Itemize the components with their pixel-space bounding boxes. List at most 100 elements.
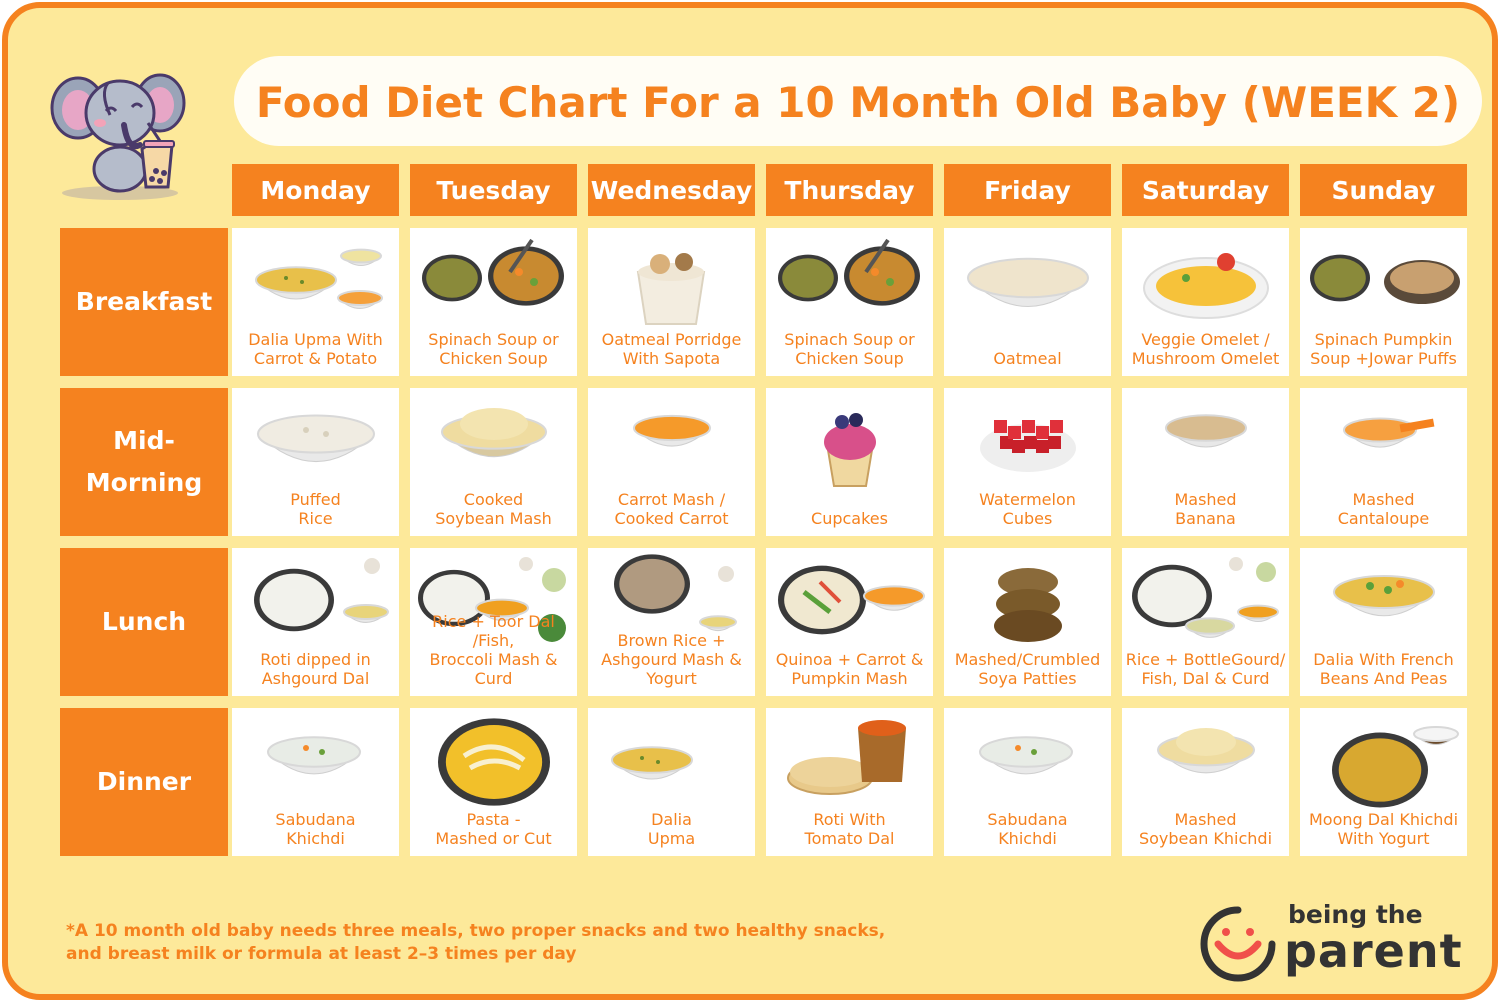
- dalia-beans-icon: [1332, 575, 1436, 617]
- meal-label: Lunch: [101, 607, 187, 636]
- day-header-saturday: Saturday: [1122, 164, 1289, 216]
- logo-line-2: parent: [1284, 924, 1463, 978]
- puffed-rice-icon: [256, 414, 376, 462]
- food-label: Veggie Omelet / Mushroom Omelet: [1131, 330, 1280, 368]
- soya-patties-icon: [994, 568, 1062, 642]
- title-banner: Food Diet Chart For a 10 Month Old Baby …: [234, 56, 1482, 146]
- meal-cell: Dalia With French Beans And Peas: [1300, 548, 1467, 696]
- meal-header: Lunch: [60, 548, 228, 696]
- meal-cell: Watermelon Cubes: [944, 388, 1111, 536]
- quinoa-icon: [778, 565, 926, 635]
- rice-dal-icon: [254, 558, 390, 632]
- food-label: Rice + Toor Dal /Fish, Broccoli Mash & C…: [429, 612, 558, 688]
- day-header-sunday: Sunday: [1300, 164, 1467, 216]
- food-label: Dalia With French Beans And Peas: [1313, 650, 1454, 688]
- food-label: Roti dipped in Ashgourd Dal: [260, 650, 371, 688]
- food-label: Dalia Upma: [647, 810, 696, 848]
- day-header-wednesday: Wednesday: [588, 164, 755, 216]
- roti-dal-icon: [787, 720, 906, 795]
- sabudana-icon: [266, 736, 362, 775]
- food-label: Mashed Banana: [1174, 490, 1237, 528]
- soup-puffs-icon: [1310, 254, 1460, 304]
- meal-label: Dinner: [96, 767, 192, 796]
- meal-cell: Cooked Soybean Mash: [410, 388, 577, 536]
- oatmeal-bowl-icon: [966, 257, 1090, 307]
- soup-bowls-icon: [422, 238, 564, 306]
- banana-mash-icon: [1164, 414, 1248, 448]
- meal-cell: Veggie Omelet / Mushroom Omelet: [1122, 228, 1289, 376]
- meal-cell: Spinach Pumpkin Soup +Jowar Puffs: [1300, 228, 1467, 376]
- day-header-friday: Friday: [944, 164, 1111, 216]
- sabudana-icon: [978, 736, 1074, 775]
- meal-cell: Dalia Upma With Carrot & Potato: [232, 228, 399, 376]
- meal-header: Breakfast: [60, 228, 228, 376]
- meal-cell: Sabudana Khichdi: [232, 708, 399, 856]
- food-label: Brown Rice + Ashgourd Mash & Yogurt: [601, 631, 742, 688]
- meal-cell: Spinach Soup or Chicken Soup: [410, 228, 577, 376]
- porridge-cup-icon: [636, 253, 706, 325]
- food-label: Spinach Soup or Chicken Soup: [784, 330, 915, 368]
- meal-cell: Mashed Banana: [1122, 388, 1289, 536]
- meal-label: Breakfast: [75, 287, 213, 316]
- brand-logo: being the parent: [1198, 900, 1488, 992]
- meal-cell: Cupcakes: [766, 388, 933, 536]
- day-header-tuesday: Tuesday: [410, 164, 577, 216]
- meal-cell: Moong Dal Khichdi With Yogurt: [1300, 708, 1467, 856]
- logo-line-1: being the: [1288, 900, 1423, 929]
- watermelon-icon: [980, 420, 1076, 472]
- meal-header: Mid- Morning: [60, 388, 228, 536]
- elephant-mascot-icon: [50, 73, 186, 200]
- cupcake-icon: [824, 413, 876, 487]
- food-label: Mashed Soybean Khichdi: [1138, 810, 1273, 848]
- meal-cell: Oatmeal Porridge With Sapota: [588, 228, 755, 376]
- food-label: Moong Dal Khichdi With Yogurt: [1308, 810, 1459, 848]
- brown-rice-icon: [614, 554, 738, 632]
- meal-cell: Dalia Upma: [588, 708, 755, 856]
- meal-cell: Roti dipped in Ashgourd Dal: [232, 548, 399, 696]
- meal-cell: Sabudana Khichdi: [944, 708, 1111, 856]
- meal-cell: Mashed Soybean Khichdi: [1122, 708, 1289, 856]
- meal-cell: Rice + BottleGourd/ Fish, Dal & Curd: [1122, 548, 1289, 696]
- cantaloupe-mash-icon: [1342, 417, 1435, 448]
- food-label: Oatmeal: [993, 349, 1062, 368]
- meal-cell: Mashed/Crumbled Soya Patties: [944, 548, 1111, 696]
- food-label: Dalia Upma With Carrot & Potato: [248, 330, 383, 368]
- food-label: Carrot Mash / Cooked Carrot: [614, 490, 729, 528]
- food-label: Quinoa + Carrot & Pumpkin Mash: [775, 650, 924, 688]
- meal-header: Dinner: [60, 708, 228, 856]
- food-label: Mashed Cantaloupe: [1337, 490, 1430, 528]
- meal-cell: Quinoa + Carrot & Pumpkin Mash: [766, 548, 933, 696]
- food-label: Cooked Soybean Mash: [435, 490, 552, 528]
- food-label: Pasta - Mashed or Cut: [435, 810, 552, 848]
- dalia-upma-icon: [254, 248, 384, 309]
- food-label: Puffed Rice: [290, 490, 341, 528]
- omelet-icon: [1143, 253, 1269, 319]
- food-label: Oatmeal Porridge With Sapota: [601, 330, 742, 368]
- meal-cell: Pasta - Mashed or Cut: [410, 708, 577, 856]
- meal-cell: Oatmeal: [944, 228, 1111, 376]
- day-header-thursday: Thursday: [766, 164, 933, 216]
- soybean-khichdi-icon: [1156, 728, 1256, 774]
- soybean-mash-icon: [440, 408, 548, 458]
- food-label: Sabudana Khichdi: [275, 810, 356, 848]
- carrot-mash-icon: [632, 414, 712, 447]
- dalia-upma-icon: [610, 746, 694, 780]
- meal-label: Mid- Morning: [85, 426, 203, 497]
- food-label: Spinach Soup or Chicken Soup: [428, 330, 559, 368]
- soup-bowls-icon: [778, 238, 920, 306]
- day-header-monday: Monday: [232, 164, 399, 216]
- meal-cell: Puffed Rice: [232, 388, 399, 536]
- rice-bottlegourd-icon: [1132, 557, 1280, 638]
- moong-dal-icon: [1332, 725, 1460, 808]
- food-label: Cupcakes: [811, 509, 888, 528]
- pasta-icon: [438, 718, 550, 806]
- food-label: Mashed/Crumbled Soya Patties: [954, 650, 1101, 688]
- food-label: Rice + BottleGourd/ Fish, Dal & Curd: [1125, 650, 1286, 688]
- food-label: Roti With Tomato Dal: [804, 810, 895, 848]
- page-title: Food Diet Chart For a 10 Month Old Baby …: [255, 78, 1461, 127]
- meal-cell: Carrot Mash / Cooked Carrot: [588, 388, 755, 536]
- food-label: Spinach Pumpkin Soup +Jowar Puffs: [1310, 330, 1457, 368]
- meal-cell: Rice + Toor Dal /Fish, Broccoli Mash & C…: [410, 548, 577, 696]
- footnote: *A 10 month old baby needs three meals, …: [66, 921, 886, 964]
